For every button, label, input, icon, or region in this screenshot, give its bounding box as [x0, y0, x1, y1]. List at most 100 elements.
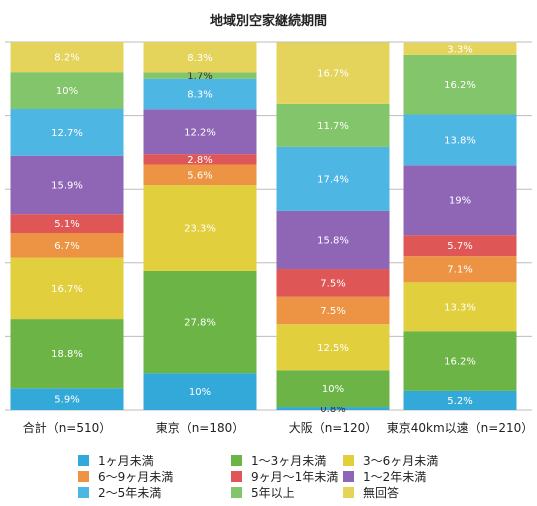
bar-segment	[10, 214, 124, 233]
legend-swatch	[231, 455, 242, 466]
bar-segment	[276, 324, 390, 371]
data-label: 5.7%	[447, 241, 472, 252]
data-label: 6.7%	[54, 241, 79, 252]
bar-segment	[403, 235, 517, 257]
bar-segment	[10, 232, 124, 258]
data-label: 16.2%	[444, 80, 476, 91]
data-label: 12.7%	[51, 128, 83, 139]
category-tick-label: 東京40km以遠（n=210）	[387, 421, 533, 435]
legend-item: 無回答	[343, 484, 399, 501]
data-label: 12.2%	[184, 127, 216, 138]
bar-segment	[403, 390, 517, 410]
data-label: 7.5%	[320, 278, 345, 289]
legend-item: 1〜2年未満	[343, 468, 426, 485]
legend-swatch	[231, 471, 242, 482]
stacked-bar-chart: 5.9% 18.8% 16.7% 6.7% 5.1% 15.9% 12.7% 10% 8.2% 合…	[5, 41, 533, 435]
legend-swatch	[78, 455, 89, 466]
data-label: 8.3%	[187, 90, 212, 101]
data-label: 3.3%	[447, 44, 472, 55]
data-label: 16.7%	[317, 69, 349, 80]
bar-segment	[276, 146, 390, 211]
data-label: 5.2%	[447, 396, 472, 407]
category-tick-label: 大阪（n=120）	[289, 421, 378, 435]
data-label: 8.2%	[54, 53, 79, 64]
legend-label: 1ヶ月未満	[98, 454, 154, 468]
data-label: 2.8%	[187, 155, 212, 166]
category-tick-label: 東京（n=180）	[156, 421, 245, 435]
data-label: 23.3%	[184, 224, 216, 235]
legend-item: 2〜5年未満	[78, 484, 161, 501]
legend-label: 無回答	[363, 486, 400, 500]
data-label: 19%	[449, 196, 471, 207]
bar-segment	[403, 54, 517, 115]
legend-swatch	[231, 487, 242, 498]
data-label: 1.7%	[187, 71, 212, 82]
data-label: 5.9%	[54, 395, 79, 406]
bar-segment	[143, 164, 257, 186]
bar-segment	[143, 154, 257, 165]
bar-segment	[276, 370, 390, 408]
data-label: 11.7%	[317, 121, 349, 132]
data-label: 10%	[189, 387, 211, 398]
legend-item: 1〜3ヶ月未満	[231, 452, 326, 469]
legend-label: 5年以上	[251, 486, 295, 500]
data-label: 10%	[322, 384, 344, 395]
data-label: 13.3%	[444, 302, 476, 313]
bar-segment	[10, 155, 124, 215]
data-label: 12.5%	[317, 343, 349, 354]
legend-swatch	[343, 455, 354, 466]
legend-label: 3〜6ヶ月未満	[363, 454, 439, 468]
data-label: 8.3%	[187, 53, 212, 64]
legend-label: 9ヶ月〜1年未満	[251, 470, 339, 484]
bar-segment	[10, 42, 124, 73]
bar-segment	[143, 42, 257, 73]
data-label: 15.9%	[51, 180, 83, 191]
legend-label: 2〜5年未満	[98, 486, 162, 500]
chart-title: 地域別空家継続期間	[209, 14, 327, 29]
bar-segment	[10, 319, 124, 389]
legend-item: 3〜6ヶ月未満	[343, 452, 438, 469]
legend-swatch	[78, 471, 89, 482]
data-label: 10%	[56, 86, 78, 97]
bar-segment	[403, 256, 517, 283]
legend-item: 6〜9ヶ月未満	[78, 468, 173, 485]
data-label: 0.8%	[320, 404, 345, 415]
bar-segment	[403, 331, 517, 391]
legend-swatch	[343, 471, 354, 482]
bar-segment	[10, 72, 124, 109]
data-label: 15.8%	[317, 235, 349, 246]
bar-segment	[10, 388, 124, 410]
bar-segment	[276, 42, 390, 104]
bar-segment	[403, 165, 517, 236]
bar-segment	[276, 407, 390, 410]
data-label: 5.1%	[54, 219, 79, 230]
data-label: 16.7%	[51, 284, 83, 295]
bar-segment	[403, 42, 517, 55]
data-label: 18.8%	[51, 349, 83, 360]
bar-segment	[403, 282, 517, 332]
bar-segment	[276, 210, 390, 270]
bar-segment	[276, 103, 390, 147]
data-label: 7.1%	[447, 265, 472, 276]
data-label: 7.5%	[320, 306, 345, 317]
data-label: 13.8%	[444, 135, 476, 146]
bar-segment	[143, 78, 257, 110]
legend-swatch	[343, 487, 354, 498]
data-label: 17.4%	[317, 174, 349, 185]
legend-label: 1〜2年未満	[363, 470, 427, 484]
legend-swatch	[78, 487, 89, 498]
bar-segment	[10, 108, 124, 156]
legend-item: 1ヶ月未満	[78, 452, 154, 469]
data-label: 5.6%	[187, 170, 212, 181]
bar-segment	[143, 373, 257, 410]
legend-label: 6〜9ヶ月未満	[98, 470, 174, 484]
legend-label: 1〜3ヶ月未満	[251, 454, 327, 468]
bar-segment	[143, 185, 257, 271]
bar-segment	[276, 296, 390, 325]
bar-segment	[403, 114, 517, 166]
bar-segment	[143, 270, 257, 374]
data-label: 27.8%	[184, 318, 216, 329]
legend-item: 5年以上	[231, 484, 295, 501]
data-label: 16.2%	[444, 357, 476, 368]
bar-segment	[143, 109, 257, 155]
